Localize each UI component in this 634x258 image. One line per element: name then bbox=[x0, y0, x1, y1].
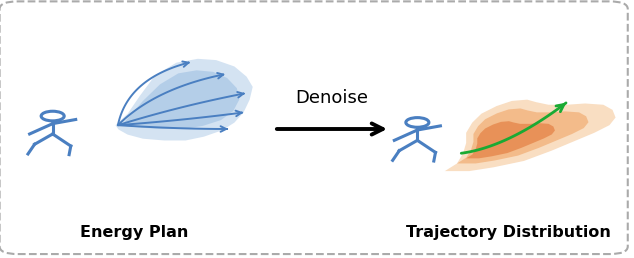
Text: Energy Plan: Energy Plan bbox=[80, 225, 188, 240]
Text: Trajectory Distribution: Trajectory Distribution bbox=[406, 225, 611, 240]
Polygon shape bbox=[466, 121, 555, 158]
Polygon shape bbox=[445, 100, 616, 171]
Polygon shape bbox=[122, 70, 239, 129]
Text: Denoise: Denoise bbox=[295, 89, 368, 107]
FancyBboxPatch shape bbox=[0, 1, 628, 254]
Polygon shape bbox=[115, 59, 253, 141]
Polygon shape bbox=[457, 108, 588, 164]
